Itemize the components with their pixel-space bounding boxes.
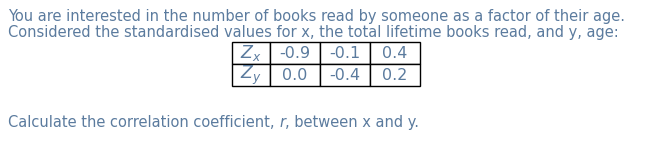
Text: You are interested in the number of books read by someone as a factor of their a: You are interested in the number of book…: [8, 9, 625, 24]
Bar: [320, 42, 370, 64]
Text: Considered the standardised values for x, the total lifetime books read, and y, : Considered the standardised values for x…: [8, 25, 619, 40]
Text: -0.4: -0.4: [330, 67, 361, 83]
Bar: [270, 42, 320, 64]
Bar: [370, 42, 420, 64]
Text: 0.0: 0.0: [282, 67, 308, 83]
Text: $\mathbf{\mathit{Z}_{\mathit{x}}}$: $\mathbf{\mathit{Z}_{\mathit{x}}}$: [240, 43, 261, 63]
Text: Calculate the correlation coefficient,: Calculate the correlation coefficient,: [8, 115, 279, 130]
Text: -0.9: -0.9: [279, 45, 310, 60]
Bar: [370, 64, 420, 86]
Text: -0.1: -0.1: [330, 45, 361, 60]
Text: 0.2: 0.2: [383, 67, 408, 83]
Text: $\mathbf{\mathit{Z}_{\mathit{y}}}$: $\mathbf{\mathit{Z}_{\mathit{y}}}$: [240, 63, 261, 87]
Bar: [232, 42, 270, 64]
Bar: [270, 64, 320, 86]
Text: , between x and y.: , between x and y.: [285, 115, 419, 130]
Text: 0.4: 0.4: [383, 45, 408, 60]
Bar: [232, 64, 270, 86]
Bar: [320, 64, 370, 86]
Text: r: r: [279, 115, 285, 130]
